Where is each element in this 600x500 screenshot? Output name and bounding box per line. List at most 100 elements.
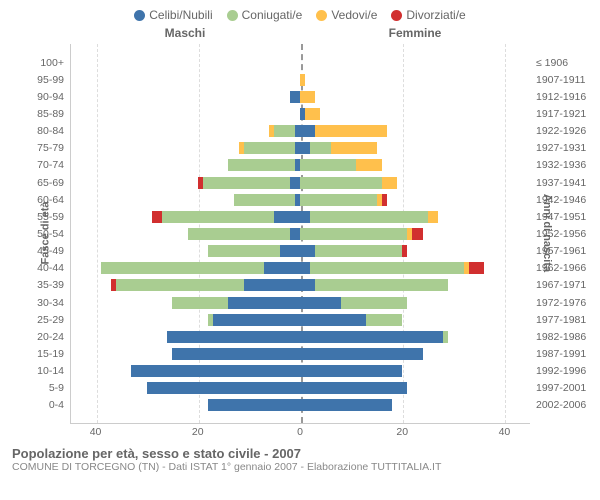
table-row: 65-691937-1941 <box>70 176 530 190</box>
bar-segment-female <box>443 331 448 343</box>
birth-label: 2002-2006 <box>530 398 586 412</box>
age-label: 55-59 <box>37 210 70 224</box>
x-tick: 20 <box>192 426 204 438</box>
legend-swatch <box>316 10 327 21</box>
bar-segment-female <box>300 194 377 206</box>
bar-segment-male <box>198 177 203 189</box>
bar-segment-female <box>412 228 422 240</box>
bar-segment-male <box>208 245 280 257</box>
bar-segment-male <box>213 314 300 326</box>
bar-segment-female <box>315 125 387 137</box>
bar-segment-female <box>300 365 402 377</box>
bar-segment-female <box>300 211 310 223</box>
bar-segment-female <box>469 262 484 274</box>
bar-segment-female <box>300 382 407 394</box>
age-label: 90-94 <box>37 90 70 104</box>
bars: 100+≤ 190695-991907-191190-941912-191685… <box>70 44 530 424</box>
bar-segment-male <box>239 142 244 154</box>
table-row: 70-741932-1936 <box>70 158 530 172</box>
legend-item: Celibi/Nubili <box>134 8 212 22</box>
legend-label: Vedovi/e <box>331 8 377 22</box>
bar-segment-female <box>315 245 402 257</box>
age-label: 100+ <box>40 56 70 70</box>
age-label: 60-64 <box>37 193 70 207</box>
legend-item: Divorziati/e <box>391 8 465 22</box>
table-row: 0-42002-2006 <box>70 398 530 412</box>
bar-segment-female <box>382 194 387 206</box>
birth-label: 1967-1971 <box>530 278 586 292</box>
bar-segment-female <box>300 177 382 189</box>
age-label: 25-29 <box>37 313 70 327</box>
bar-segment-male <box>274 125 294 137</box>
table-row: 40-441962-1966 <box>70 261 530 275</box>
bar-segment-male <box>152 211 162 223</box>
bar-segment-female <box>300 262 310 274</box>
birth-label: 1952-1956 <box>530 227 586 241</box>
header-male: Maschi <box>70 26 300 40</box>
bar-segment-male <box>167 331 300 343</box>
age-label: 40-44 <box>37 261 70 275</box>
bar-segment-male <box>228 159 294 171</box>
x-tick: 0 <box>297 426 303 438</box>
birth-label: 1987-1991 <box>530 347 586 361</box>
chart-area: 100+≤ 190695-991907-191190-941912-191685… <box>70 44 530 424</box>
bar-segment-male <box>162 211 274 223</box>
table-row: 5-91997-2001 <box>70 381 530 395</box>
legend-swatch <box>134 10 145 21</box>
bar-segment-female <box>382 177 397 189</box>
age-label: 85-89 <box>37 107 70 121</box>
table-row: 95-991907-1911 <box>70 73 530 87</box>
table-row: 45-491957-1961 <box>70 244 530 258</box>
bar-segment-male <box>111 279 116 291</box>
bar-segment-female <box>300 245 315 257</box>
bar-segment-female <box>315 279 448 291</box>
bar-segment-male <box>101 262 265 274</box>
bar-segment-female <box>402 245 407 257</box>
bar-segment-female <box>300 348 423 360</box>
bar-segment-male <box>208 399 300 411</box>
bar-segment-male <box>203 177 290 189</box>
bar-segment-male <box>290 228 300 240</box>
birth-label: 1982-1986 <box>530 330 586 344</box>
bar-segment-female <box>300 297 341 309</box>
age-label: 45-49 <box>37 244 70 258</box>
bar-segment-male <box>131 365 300 377</box>
table-row: 60-641942-1946 <box>70 193 530 207</box>
table-row: 80-841922-1926 <box>70 124 530 138</box>
bar-segment-female <box>341 297 407 309</box>
header-female: Femmine <box>300 26 530 40</box>
bar-segment-male <box>269 125 274 137</box>
table-row: 10-141992-1996 <box>70 364 530 378</box>
age-label: 70-74 <box>37 158 70 172</box>
legend-label: Coniugati/e <box>242 8 303 22</box>
birth-label: 1907-1911 <box>530 73 585 87</box>
chart-wrapper: Fasce di età Anni di nascita Maschi Femm… <box>0 26 600 440</box>
age-label: 5-9 <box>49 381 70 395</box>
bar-segment-male <box>234 194 295 206</box>
birth-label: ≤ 1906 <box>530 56 568 70</box>
birth-label: 1957-1961 <box>530 244 586 258</box>
table-row: 90-941912-1916 <box>70 90 530 104</box>
chart-title: Popolazione per età, sesso e stato civil… <box>12 446 588 461</box>
bar-segment-female <box>428 211 438 223</box>
age-label: 10-14 <box>37 364 70 378</box>
age-label: 35-39 <box>37 278 70 292</box>
bar-segment-male <box>264 262 300 274</box>
table-row: 50-541952-1956 <box>70 227 530 241</box>
bar-segment-female <box>300 142 310 154</box>
age-label: 95-99 <box>37 73 70 87</box>
bar-segment-female <box>300 331 443 343</box>
gender-headers: Maschi Femmine <box>0 26 600 44</box>
x-tick: 40 <box>499 426 511 438</box>
age-label: 50-54 <box>37 227 70 241</box>
bar-segment-male <box>274 211 300 223</box>
bar-segment-female <box>300 91 315 103</box>
bar-segment-male <box>172 348 300 360</box>
table-row: 20-241982-1986 <box>70 330 530 344</box>
table-row: 100+≤ 1906 <box>70 56 530 70</box>
birth-label: 1962-1966 <box>530 261 586 275</box>
bar-segment-female <box>300 159 356 171</box>
legend-label: Divorziati/e <box>406 8 465 22</box>
chart-subtitle: COMUNE DI TORCEGNO (TN) - Dati ISTAT 1° … <box>12 461 588 473</box>
x-tick: 20 <box>396 426 408 438</box>
